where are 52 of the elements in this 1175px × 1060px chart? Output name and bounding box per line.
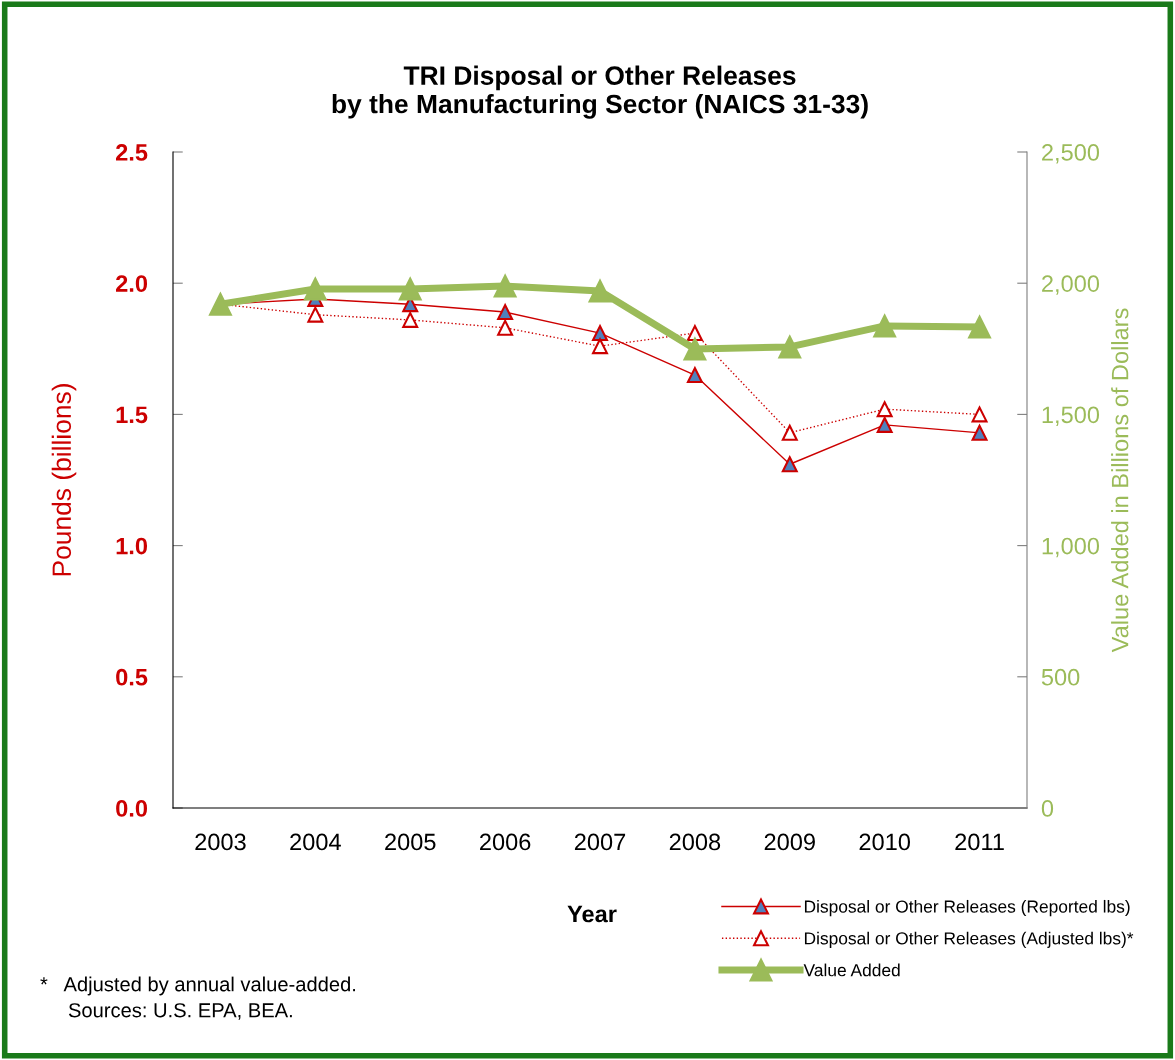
y2-tick-label: 1,000	[1042, 537, 1100, 558]
x-tick-label: 2006	[480, 833, 531, 851]
y-tick-label: 2.0	[116, 275, 148, 292]
legend-label: Value Added	[803, 963, 900, 977]
y2-tick-label: 0	[1041, 800, 1054, 817]
legend-label: Disposal or Other Releases (Reported lbs)	[804, 899, 1130, 917]
point	[968, 315, 992, 339]
point	[686, 367, 703, 384]
point	[398, 277, 422, 301]
x-tick-label: 2004	[290, 833, 341, 851]
point	[493, 274, 517, 298]
point	[592, 325, 608, 342]
y2-tick-label: 2,000	[1042, 275, 1100, 295]
y-tick-label: 0.0	[116, 800, 148, 817]
x-axis-title: Year	[567, 905, 617, 923]
x-tick-label: 2003	[195, 833, 246, 851]
x-tick-label: 2011	[955, 833, 1004, 851]
x-tick-label: 2007	[574, 833, 626, 851]
y2-axis-title: Value Added in Billions of Dollars	[1111, 308, 1129, 653]
point	[402, 311, 419, 328]
point	[497, 319, 514, 336]
y-axis-title: Pounds (billions)	[51, 384, 77, 576]
point	[778, 335, 802, 359]
point	[303, 277, 327, 301]
point	[876, 401, 893, 418]
y2-tick-label: 1,500	[1042, 406, 1100, 426]
point	[873, 314, 897, 338]
y-tick-label: 1.0	[116, 537, 148, 555]
y-tick-label: 2.5	[116, 144, 148, 161]
point	[683, 337, 707, 361]
text: * Adjusted by annual value-added.	[40, 976, 356, 996]
point	[307, 306, 324, 323]
point	[497, 304, 514, 321]
x-tick-label: 2010	[859, 833, 911, 851]
y2-tick-label: 2,500	[1042, 144, 1100, 164]
point	[876, 416, 893, 433]
chart-title: TRI Disposal or Other Releases by the Manufacturing Sector (NAICS 31-33)	[332, 65, 868, 119]
point	[781, 424, 798, 441]
x-tick-label: 2005	[385, 833, 436, 851]
point	[592, 338, 608, 355]
y2-tick-label: 500	[1041, 668, 1080, 686]
y-tick-label: 0.5	[116, 668, 148, 686]
point	[781, 456, 798, 473]
point	[971, 406, 988, 423]
legend-label: Disposal or Other Releases (Adjusted lbs)*	[804, 931, 1134, 948]
point	[971, 424, 988, 441]
y-tick-label: 1.5	[116, 406, 148, 424]
point	[588, 279, 612, 303]
point	[686, 325, 703, 342]
x-tick-label: 2008	[669, 833, 721, 851]
x-tick-label: 2009	[764, 833, 815, 851]
text: Sources: U.S. EPA, BEA.	[68, 1003, 292, 1020]
